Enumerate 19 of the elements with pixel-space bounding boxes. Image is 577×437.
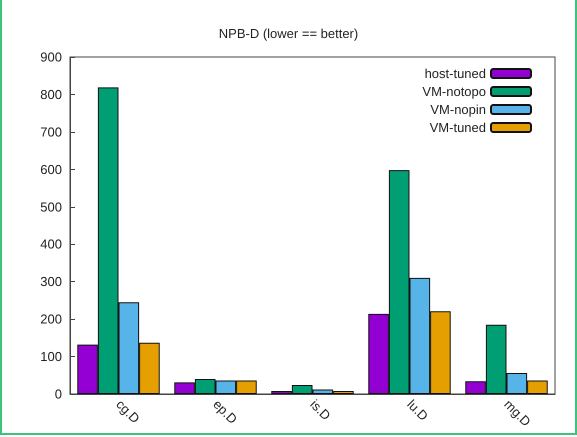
x-tick-label: ep.D [210,396,240,427]
y-tick-label: 400 [40,236,62,252]
y-tick-label: 0 [54,386,62,402]
chart-title: NPB-D (lower == better) [218,26,358,41]
legend-label: VM-nopin [430,102,486,117]
legend-label: VM-notopo [422,84,486,99]
x-tick-label: lu.D [404,396,432,424]
y-tick-label: 700 [40,124,62,140]
y-tick-label: 200 [40,312,62,327]
y-tick-label: 300 [40,274,62,290]
y-tick-label: 500 [40,199,62,214]
legend-label: host-tuned [424,66,486,81]
x-tick-label: is.D [307,396,334,424]
y-tick-label: 100 [40,349,62,364]
y-tick-label: 900 [40,50,62,64]
legend-label: VM-tuned [430,120,486,135]
x-tick-label: cg.D [113,396,143,426]
y-tick-label: 600 [40,162,62,177]
y-tick-label: 800 [40,86,62,102]
